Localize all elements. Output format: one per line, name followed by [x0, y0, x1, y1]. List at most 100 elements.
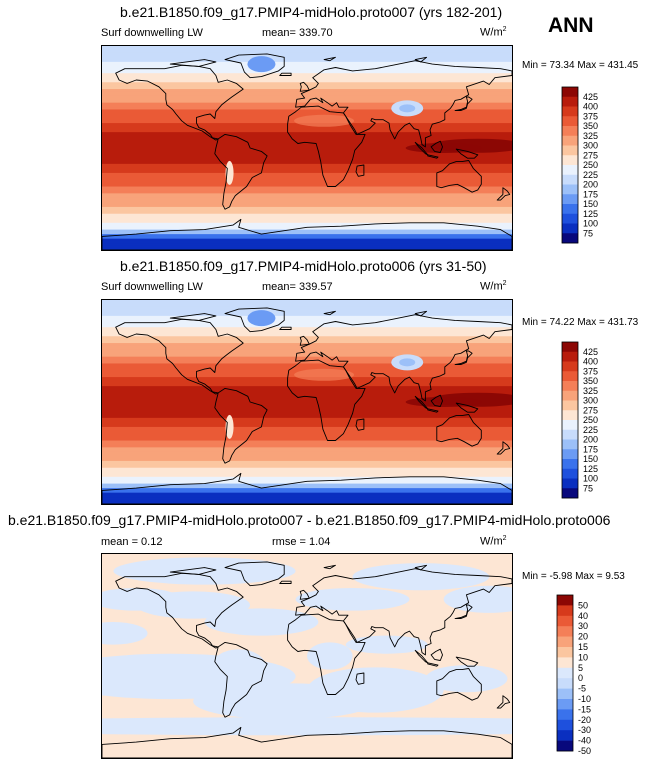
coastline	[295, 60, 512, 148]
colorbar-swatch	[557, 730, 573, 741]
colorbar-tick-label: 200	[583, 435, 598, 445]
colorbar-swatch	[562, 488, 578, 499]
colorbar-swatch	[562, 116, 578, 127]
colorbar-swatch	[562, 87, 578, 98]
coastline	[214, 641, 268, 718]
colorbar-tick-label: 400	[583, 102, 598, 112]
coastline	[224, 561, 285, 587]
coastline	[455, 402, 479, 413]
coastline	[169, 313, 217, 321]
colorbar-swatch	[557, 709, 573, 721]
coastline	[115, 64, 244, 141]
colorbar-swatch	[562, 381, 578, 392]
colorbar-swatch	[557, 647, 573, 658]
negative-anomaly-region	[102, 622, 148, 645]
panel3-mean-label: mean = 0.12	[101, 536, 163, 548]
panel1-minmax: Min = 73.34 Max = 431.45	[522, 60, 639, 71]
colorbar-tick-label: 275	[583, 405, 598, 415]
colorbar-swatch	[562, 165, 578, 176]
colorbar-tick-label: 150	[583, 454, 598, 464]
colorbar-tick-label: 225	[583, 170, 598, 180]
coastline	[436, 160, 482, 193]
colorbar-tick-label: 175	[583, 189, 598, 199]
panel1-colorbar: 4254003753503253002752502252001751501251…	[561, 86, 598, 244]
negative-anomaly-region	[425, 665, 508, 693]
colorbar-swatch	[562, 145, 578, 156]
coastline	[436, 668, 482, 701]
panel3-units: W/m2	[480, 535, 507, 548]
coastline	[214, 133, 268, 210]
coastline	[454, 96, 473, 112]
colorbar-tick-label: 125	[583, 209, 598, 219]
panel2-title: b.e21.B1850.f09_g17.PMIP4-midHolo.proto0…	[120, 258, 487, 274]
colorbar-tick-label: 400	[583, 357, 598, 367]
negative-anomaly-region	[352, 563, 490, 591]
colorbar-tick-label: 325	[583, 386, 598, 396]
coastline	[279, 580, 292, 584]
colorbar-tick-label: 0	[578, 673, 583, 683]
colorbar-tick-label: -50	[578, 746, 591, 754]
coastline	[224, 53, 285, 79]
colorbar-tick-label: 75	[583, 483, 593, 493]
colorbar-tick-label: 375	[583, 366, 598, 376]
colorbar-swatch	[562, 429, 578, 440]
colorbar-tick-label: 20	[578, 632, 588, 642]
coastline	[287, 613, 366, 695]
coastline	[427, 662, 439, 667]
coastline	[115, 318, 244, 395]
negative-anomaly-region	[443, 585, 512, 613]
coastline	[414, 564, 428, 571]
panel1-map	[101, 45, 513, 251]
colorbar-tick-label: -30	[578, 725, 591, 735]
coastline	[299, 81, 310, 92]
panel1-title: b.e21.B1850.f09_g17.PMIP4-midHolo.proto0…	[120, 4, 503, 20]
colorbar-tick-label: -40	[578, 736, 591, 746]
panel3-title: b.e21.B1850.f09_g17.PMIP4-midHolo.proto0…	[8, 512, 611, 528]
colorbar-tick-label: 250	[583, 160, 598, 170]
colorbar-tick-label: 300	[583, 141, 598, 151]
colorbar-swatch	[557, 626, 573, 637]
coastline	[279, 72, 292, 76]
colorbar-tick-label: 250	[583, 415, 598, 425]
coastline	[436, 414, 482, 447]
panel1-mean-label: mean= 339.70	[262, 27, 333, 39]
colorbar-swatch	[557, 688, 573, 700]
coastline	[115, 572, 244, 649]
colorbar-tick-label: 15	[578, 642, 588, 652]
colorbar-swatch	[557, 678, 573, 689]
coastline	[454, 350, 473, 366]
colorbar-swatch	[562, 155, 578, 166]
colorbar-swatch	[562, 174, 578, 185]
colorbar-tick-label: 5	[578, 663, 583, 673]
coastline	[102, 726, 512, 758]
coastline	[414, 56, 428, 63]
colorbar-swatch	[562, 106, 578, 117]
colorbar-swatch	[557, 719, 573, 731]
coastline	[323, 56, 336, 62]
coastline	[414, 649, 429, 664]
colorbar-swatch	[557, 636, 573, 648]
colorbar-tick-label: 325	[583, 131, 598, 141]
colorbar-tick-label: 100	[583, 474, 598, 484]
coastline	[496, 695, 511, 709]
colorbar-tick-label: 100	[583, 219, 598, 229]
colorbar-tick-label: 200	[583, 180, 598, 190]
colorbar-swatch	[562, 96, 578, 107]
coastline	[287, 105, 366, 187]
coastline	[454, 604, 473, 620]
panel1-units: W/m2	[480, 26, 507, 39]
coastline	[414, 395, 429, 410]
colorbar-tick-label: 75	[583, 228, 593, 238]
colorbar-swatch	[562, 351, 578, 362]
coastline	[287, 359, 366, 441]
colorbar-swatch	[562, 342, 578, 353]
colorbar-swatch	[562, 194, 578, 205]
negative-anomaly-region	[113, 557, 296, 585]
coastline	[455, 148, 479, 159]
colorbar-swatch	[562, 390, 578, 401]
colorbar-tick-label: 350	[583, 121, 598, 131]
colorbar-swatch	[562, 233, 578, 244]
colorbar-swatch	[562, 213, 578, 224]
coastline	[323, 310, 336, 316]
